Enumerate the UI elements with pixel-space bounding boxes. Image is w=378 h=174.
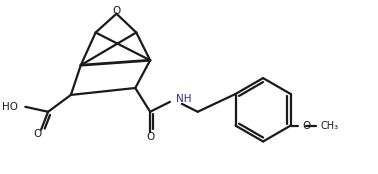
Text: O: O	[146, 132, 154, 141]
Text: NH: NH	[176, 94, 191, 104]
Text: O: O	[112, 6, 121, 16]
Text: CH₃: CH₃	[320, 121, 338, 131]
Text: HO: HO	[2, 102, 19, 112]
Text: O: O	[302, 121, 311, 131]
Text: O: O	[33, 129, 41, 139]
